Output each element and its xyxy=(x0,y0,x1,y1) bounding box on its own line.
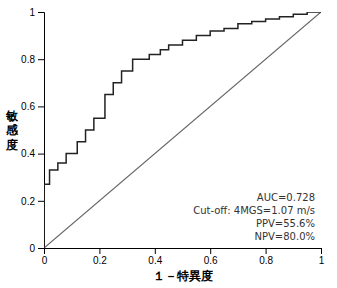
x-tick-mark xyxy=(266,248,267,254)
x-tick-label: 0.2 xyxy=(93,255,107,266)
y-tick-label: 0.2 xyxy=(21,196,35,207)
roc-curve xyxy=(44,12,321,248)
x-tick-mark xyxy=(155,248,156,254)
x-tick-mark xyxy=(321,248,322,254)
y-tick: 0.6 xyxy=(21,101,44,112)
annotation: AUC=0.728 xyxy=(257,192,315,203)
x-tick-label: 0 xyxy=(42,255,48,266)
annotation: NPV=80.0% xyxy=(255,231,316,242)
y-tick-mark xyxy=(38,12,44,13)
plot: 0 0.2 0.4 0.6 0.8 1 0 0.2 0.4 0.6 0.8 1 AUC=0.728 Cut… xyxy=(21,7,325,266)
x-tick-label: 0.4 xyxy=(148,255,162,266)
y-tick-mark xyxy=(38,154,44,155)
y-tick: 0 xyxy=(29,243,44,254)
y-axis-title: 敏感度 xyxy=(5,109,19,152)
y-tick-mark xyxy=(38,248,44,249)
annotation: Cut-off: 4MGS=1.07 m/s xyxy=(193,205,315,216)
y-tick: 1 xyxy=(29,7,44,18)
x-tick: 0.6 xyxy=(204,248,218,266)
y-tick-label: 0.8 xyxy=(21,54,35,65)
y-tick-label: 1 xyxy=(29,7,35,18)
x-tick: 0.4 xyxy=(148,248,162,266)
annotations: AUC=0.728 Cut-off: 4MGS=1.07 m/s PPV=55.6%… xyxy=(193,192,315,242)
y-tick-mark xyxy=(38,106,44,107)
y-tick-label: 0.4 xyxy=(21,148,35,159)
y-tick: 0.4 xyxy=(21,148,44,159)
x-tick: 1 xyxy=(319,248,325,266)
y-tick-label: 0.6 xyxy=(21,101,35,112)
x-tick: 0.2 xyxy=(93,248,107,266)
x-tick-label: 1 xyxy=(319,255,325,266)
x-tick: 0.8 xyxy=(259,248,273,266)
y-tick: 0.2 xyxy=(21,196,44,207)
lines xyxy=(44,12,321,248)
x-tick: 0 xyxy=(42,248,48,266)
annotation: PPV=55.6% xyxy=(256,218,315,229)
x-tick-mark xyxy=(210,248,211,254)
x-axis-title: １－特異度 xyxy=(153,269,213,283)
y-tick-mark xyxy=(38,59,44,60)
y-axis: 0 0.2 0.4 0.6 0.8 1 xyxy=(21,7,44,254)
x-axis-line xyxy=(45,249,322,255)
x-axis: 0 0.2 0.4 0.6 0.8 1 xyxy=(42,248,325,266)
y-tick: 0.8 xyxy=(21,54,44,65)
x-tick-mark xyxy=(99,248,100,254)
reference-line xyxy=(44,12,321,248)
x-tick-label: 0.6 xyxy=(204,255,218,266)
y-tick-mark xyxy=(38,201,44,202)
x-tick-label: 0.8 xyxy=(259,255,273,266)
chart: 0 0.2 0.4 0.6 0.8 1 0 0.2 0.4 0.6 0.8 1 AUC=0.728 Cut… xyxy=(0,0,337,288)
y-tick-label: 0 xyxy=(29,243,35,254)
y-axis-line xyxy=(38,13,45,249)
